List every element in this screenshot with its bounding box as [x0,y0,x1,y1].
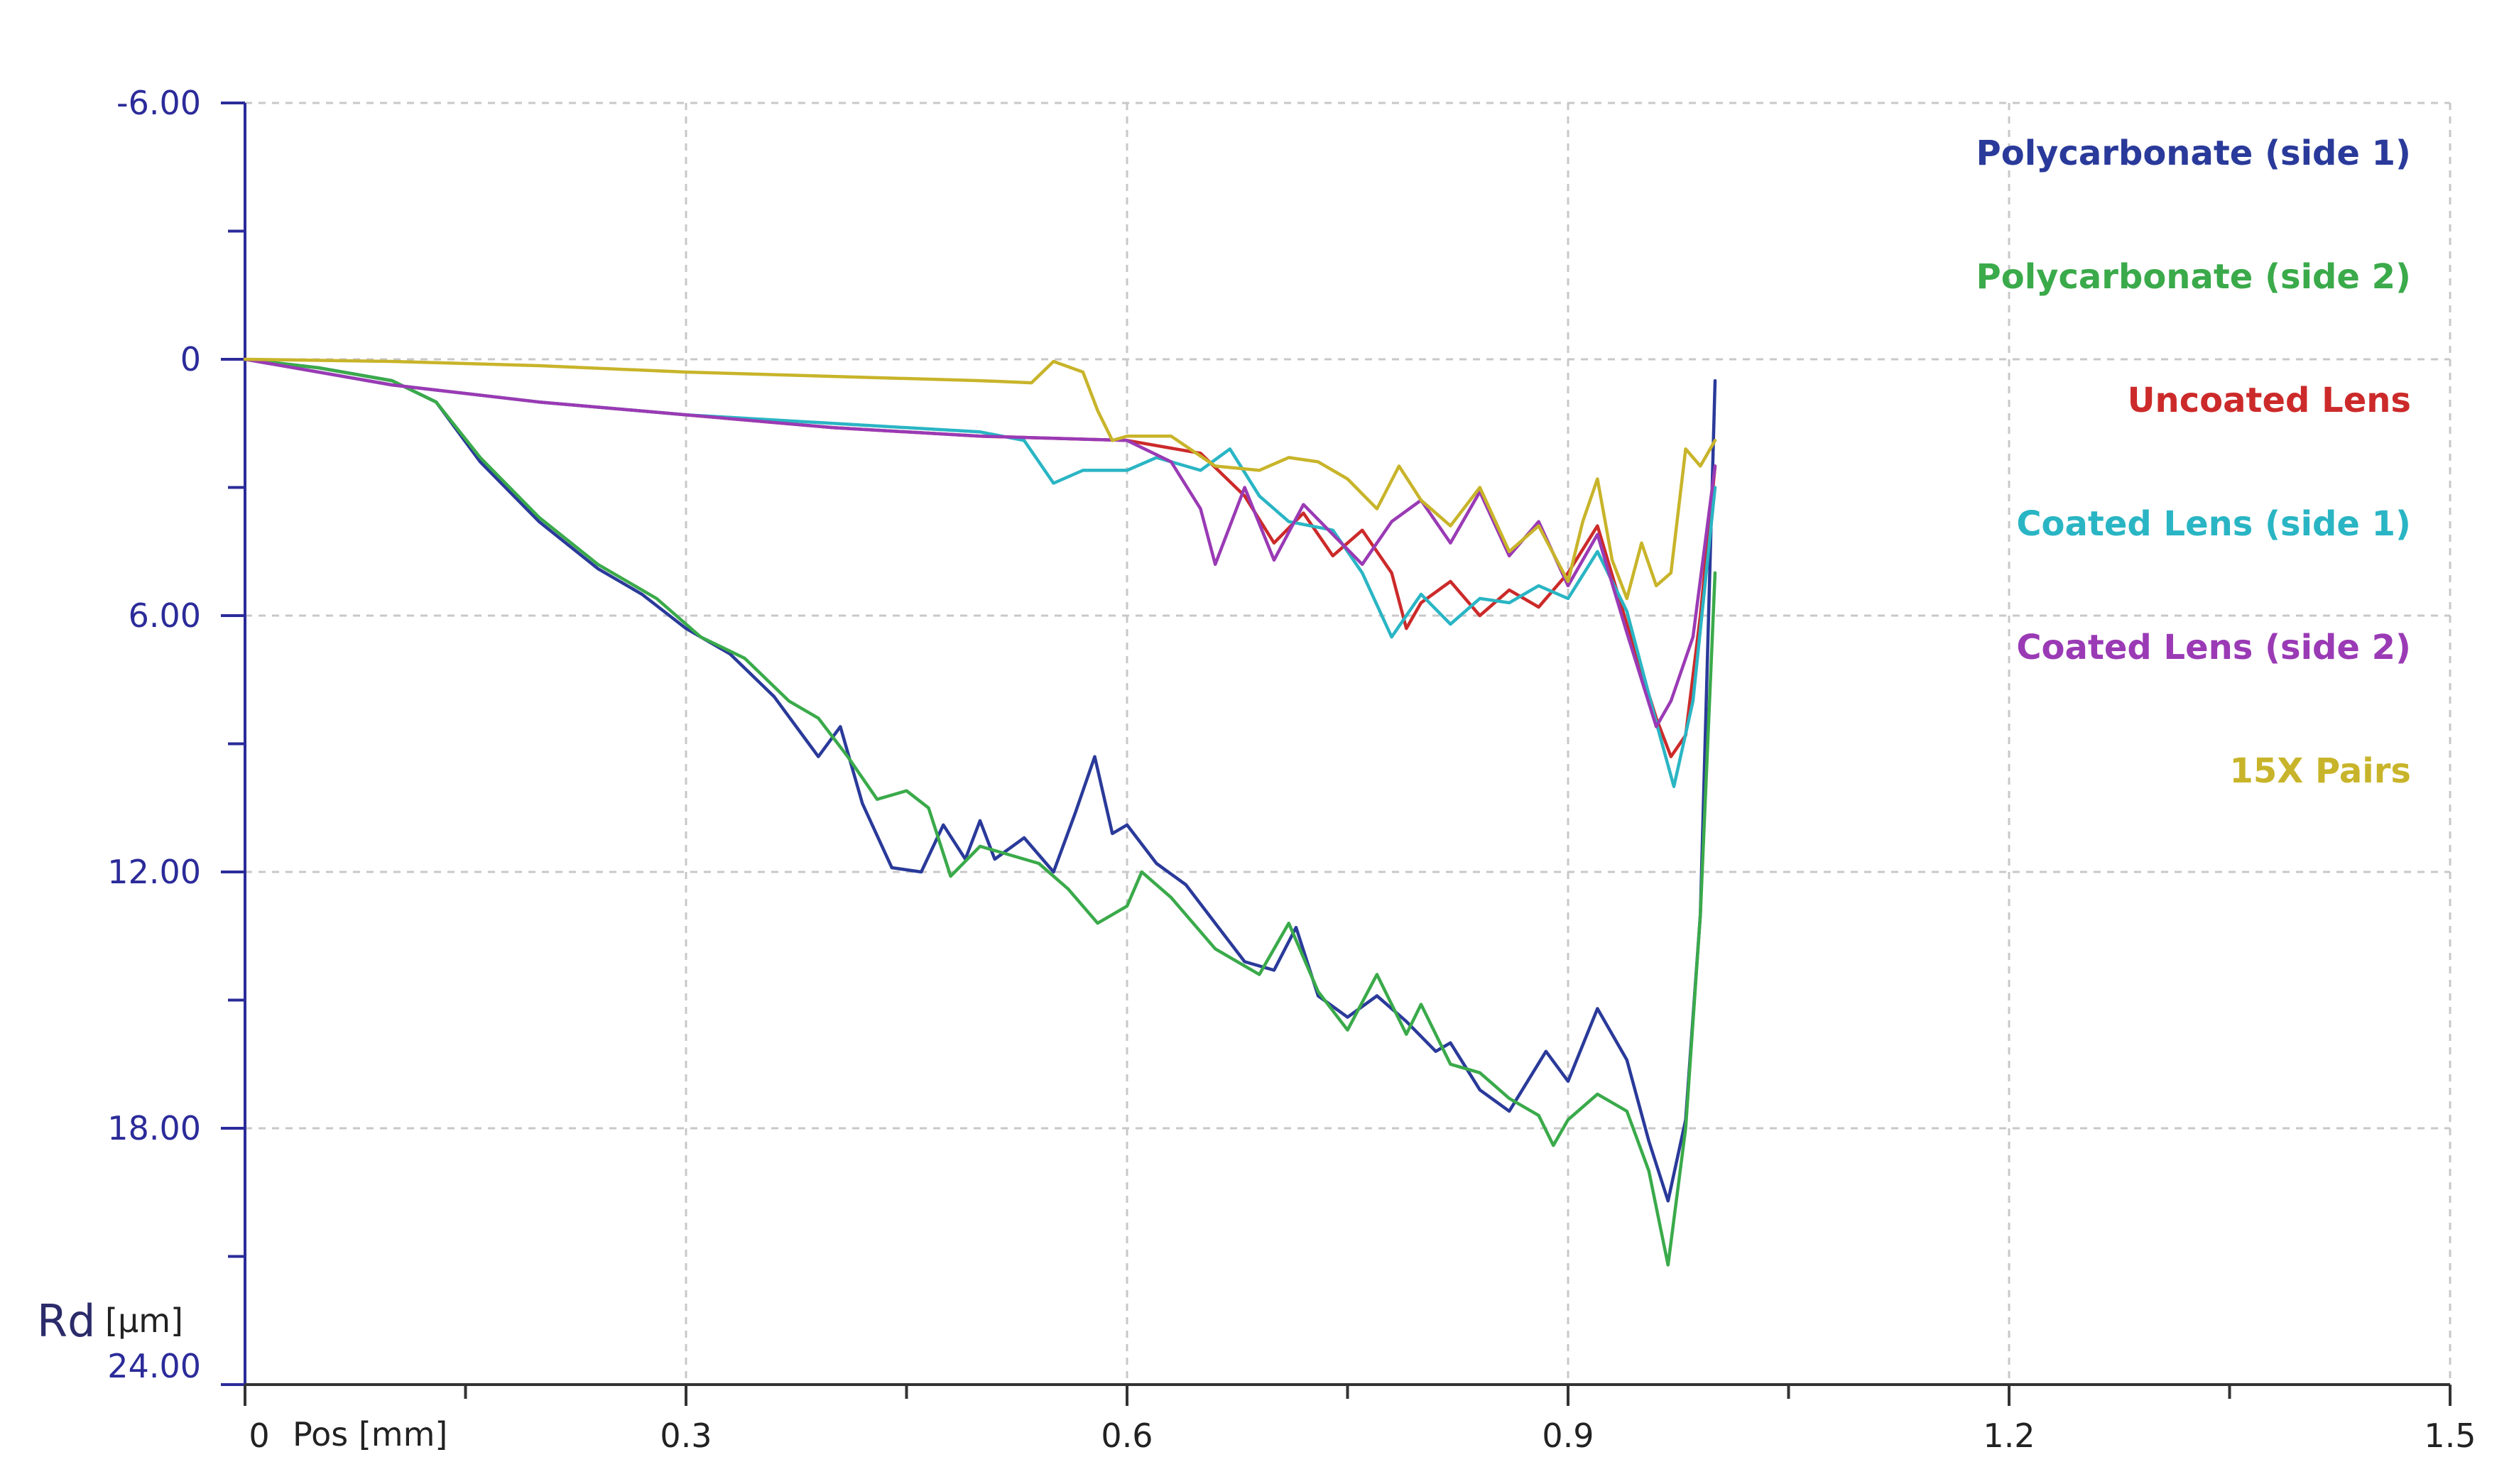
y-tick-labels: -6.00 0 6.00 12.00 18.00 24.00 [107,84,201,1385]
x-axis-title: Pos [mm] [293,1415,447,1453]
x-tick-label: 0 [249,1417,269,1455]
series-line [243,357,1717,601]
legend-entry: Coated Lens (side 1) [2016,504,2411,544]
series-lines [243,357,1717,1267]
y-tick-label: 12.00 [107,853,201,891]
legend-entry: Coated Lens (side 2) [2016,628,2411,667]
legend: Polycarbonate (side 1) Polycarbonate (sid… [1976,133,2411,791]
y-axis-unit: [μm] [105,1302,183,1340]
grid-lines [245,102,2452,1385]
legend-entry: Polycarbonate (side 2) [1976,257,2411,297]
y-axis-symbol: Rd [37,1295,95,1347]
series-line [243,357,1717,1203]
tick-marks [221,102,2452,1406]
y-tick-label: 18.00 [107,1109,201,1147]
x-tick-label: 0.3 [660,1417,712,1455]
series-line [243,357,1717,1267]
x-tick-label: 1.2 [1983,1417,2035,1455]
x-tick-label: 0.6 [1101,1417,1153,1455]
y-tick-label: -6.00 [116,84,201,122]
x-tick-label: 0.9 [1542,1417,1594,1455]
y-tick-label: 0 [180,340,201,378]
legend-entry: 15X Pairs [2230,751,2412,791]
legend-entry: Polycarbonate (side 1) [1976,133,2411,173]
legend-entry: Uncoated Lens [2128,381,2411,420]
series-line [243,357,1717,788]
x-tick-label: 1.5 [2424,1417,2476,1455]
series-line [243,357,1717,729]
x-tick-labels: 0 0.3 0.6 0.9 1.2 1.5 [249,1417,2476,1455]
y-tick-label: 24.00 [107,1347,201,1385]
y-tick-label: 6.00 [129,596,201,635]
